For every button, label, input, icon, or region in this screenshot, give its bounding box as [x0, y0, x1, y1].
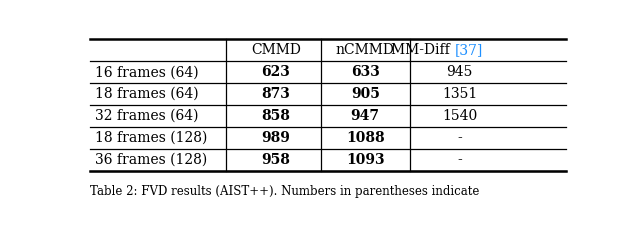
Text: -: - — [457, 153, 462, 167]
Text: 1351: 1351 — [442, 87, 477, 101]
Text: 958: 958 — [262, 153, 291, 167]
Text: 905: 905 — [351, 87, 380, 101]
Text: 873: 873 — [262, 87, 291, 101]
Text: -: - — [457, 131, 462, 145]
Text: 633: 633 — [351, 65, 380, 79]
Text: Table 2: FVD results (AIST++). Numbers in parentheses indicate: Table 2: FVD results (AIST++). Numbers i… — [90, 185, 479, 198]
Text: nCMMD: nCMMD — [336, 43, 395, 57]
Text: 32 frames (64): 32 frames (64) — [95, 109, 198, 123]
Text: 945: 945 — [446, 65, 472, 79]
Text: 18 frames (64): 18 frames (64) — [95, 87, 198, 101]
Text: 947: 947 — [351, 109, 380, 123]
Text: 1540: 1540 — [442, 109, 477, 123]
Text: 623: 623 — [262, 65, 291, 79]
Text: 18 frames (128): 18 frames (128) — [95, 131, 207, 145]
Text: 989: 989 — [262, 131, 291, 145]
Text: 16 frames (64): 16 frames (64) — [95, 65, 198, 79]
Text: 1088: 1088 — [346, 131, 385, 145]
Text: 1093: 1093 — [346, 153, 385, 167]
Text: [37]: [37] — [454, 43, 483, 57]
Text: MM-Diff: MM-Diff — [391, 43, 454, 57]
Text: 36 frames (128): 36 frames (128) — [95, 153, 207, 167]
Text: 858: 858 — [262, 109, 291, 123]
Text: CMMD: CMMD — [251, 43, 301, 57]
